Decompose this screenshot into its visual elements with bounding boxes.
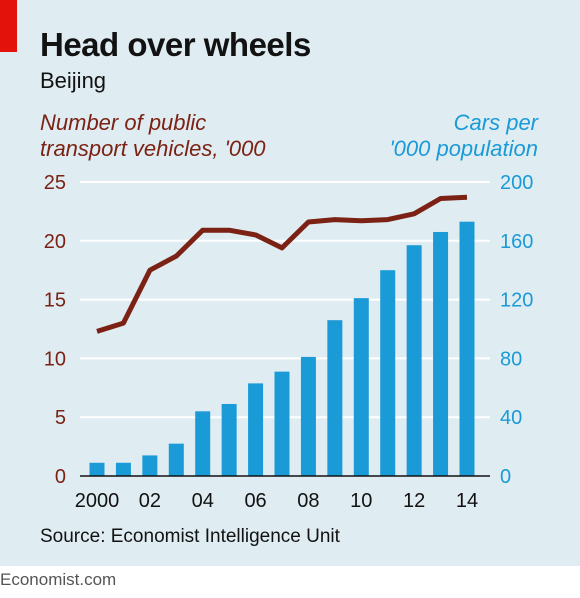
left-axis-tick-label: 15 <box>44 290 66 312</box>
bar <box>115 462 131 476</box>
bar <box>168 443 184 476</box>
bar <box>142 455 158 476</box>
right-axis-label: Cars per '000 population <box>338 110 538 162</box>
source-note: Source: Economist Intelligence Unit <box>40 526 340 547</box>
left-axis-tick-label: 5 <box>55 407 66 429</box>
right-axis-tick-label: 120 <box>500 290 533 312</box>
left-axis-tick-label: 25 <box>44 172 66 194</box>
chart-subtitle: Beijing <box>40 68 107 93</box>
x-axis-tick-label: 2000 <box>75 490 120 512</box>
right-axis-tick-label: 160 <box>500 231 533 253</box>
chart-title: Head over wheels <box>40 26 311 63</box>
x-axis-tick-label: 06 <box>244 490 266 512</box>
left-axis-tick-label: 20 <box>44 231 66 253</box>
right-axis-label-line2: '000 population <box>389 136 538 161</box>
left-axis-label: Number of public transport vehicles, '00… <box>40 110 300 162</box>
left-axis-label-line2: transport vehicles, '000 <box>40 136 266 161</box>
x-axis-tick-label: 08 <box>297 490 319 512</box>
right-axis-tick-label: 0 <box>500 466 511 488</box>
x-axis-tick-label: 02 <box>139 490 161 512</box>
bar <box>406 245 422 476</box>
bar <box>433 231 449 476</box>
left-axis-tick-label: 0 <box>55 466 66 488</box>
bar <box>380 270 396 476</box>
x-axis-tick-label: 12 <box>403 490 425 512</box>
left-axis-label-line1: Number of public <box>40 110 207 135</box>
chart-plot: 0 5 10 15 20 25 0 40 80 120 160 200 2000 02 04 06 08 10 12… <box>44 172 534 512</box>
bar <box>195 411 211 476</box>
bar <box>89 462 105 476</box>
bar <box>300 356 316 476</box>
left-axis-tick-label: 10 <box>44 348 66 370</box>
right-axis-tick-label: 200 <box>500 172 533 194</box>
right-axis-tick-label: 40 <box>500 407 522 429</box>
x-axis-tick-label: 10 <box>350 490 372 512</box>
bar <box>221 403 237 476</box>
right-axis-label-line1: Cars per <box>453 110 538 135</box>
bar <box>459 221 475 476</box>
line-series <box>96 194 468 334</box>
bar <box>274 371 290 476</box>
brand-footer: Economist.com <box>0 570 117 589</box>
x-axis-tick-label: 04 <box>192 490 214 512</box>
x-axis-tick-label: 14 <box>456 490 478 512</box>
right-axis-tick-label: 80 <box>500 348 522 370</box>
bar <box>248 383 264 476</box>
bar <box>327 320 343 476</box>
bar <box>353 298 369 476</box>
brand-red-tag <box>0 0 17 52</box>
